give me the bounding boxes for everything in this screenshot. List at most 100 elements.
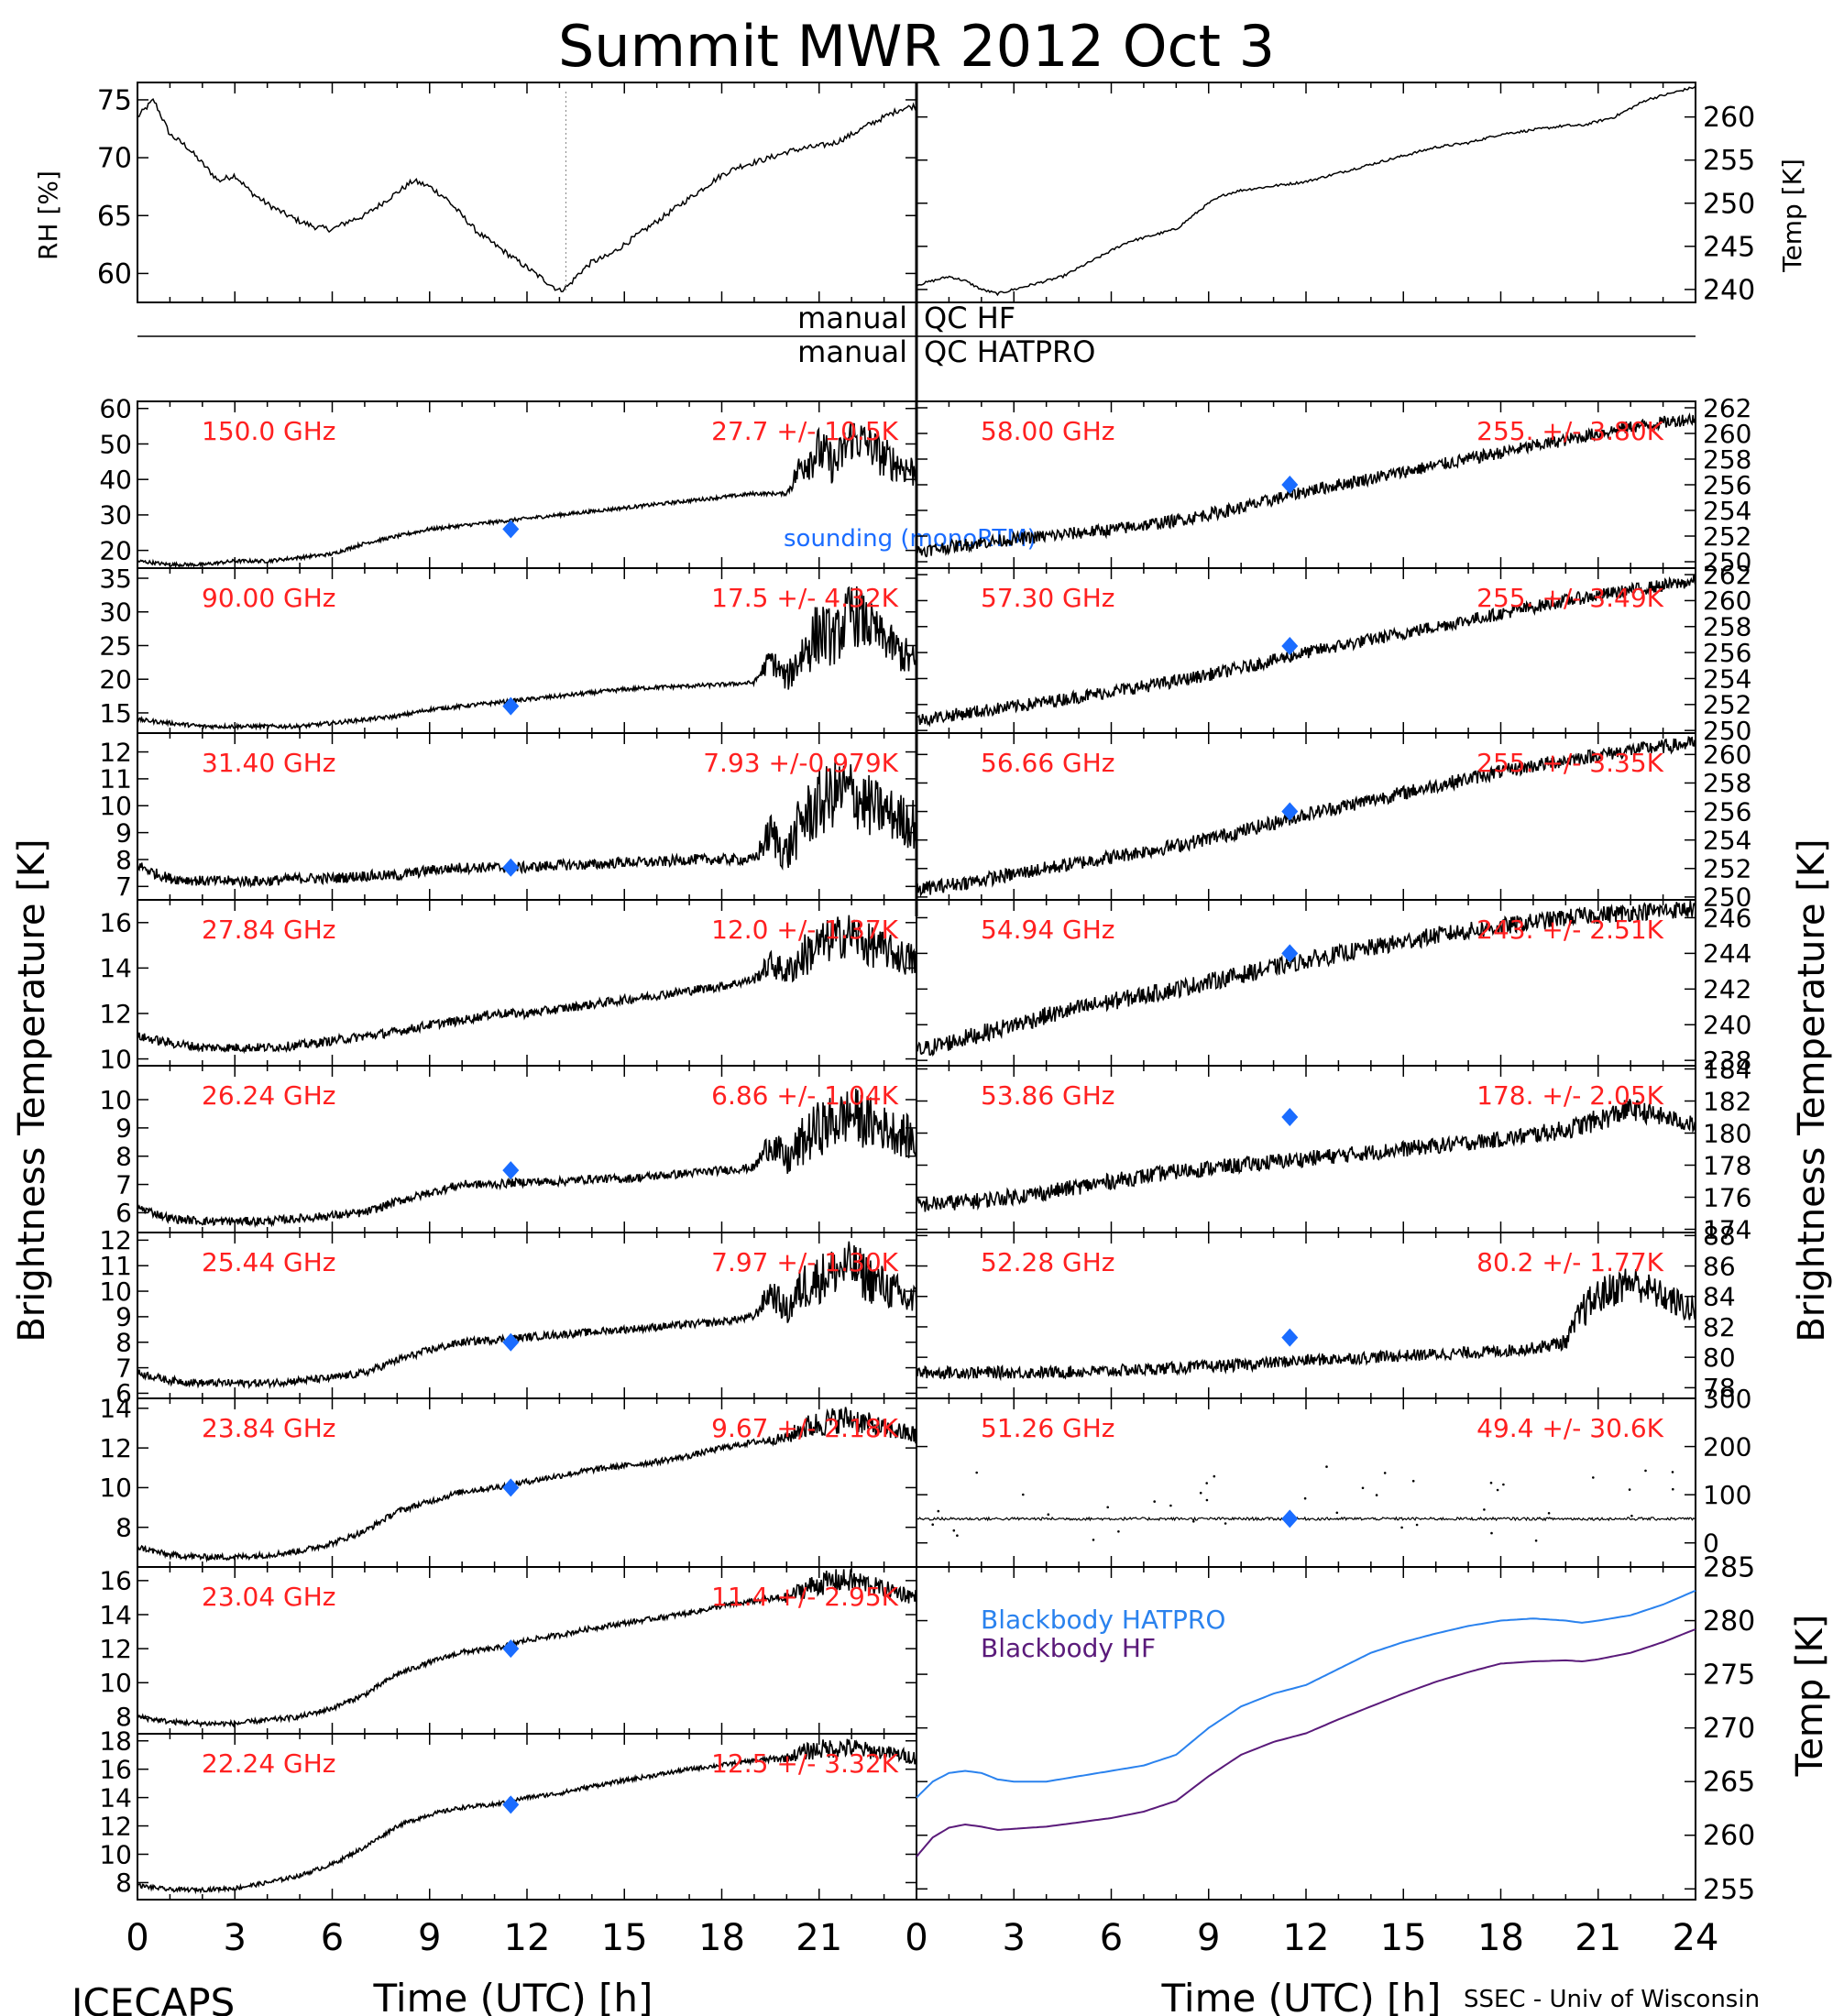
panel-54-94-ghz-ytick-label: 242	[1703, 974, 1751, 1004]
panel-53-86-ghz-ytick-label: 184	[1703, 1054, 1751, 1084]
panel-22-24-ghz-stat-label: 12.5 +/- 3.32K	[711, 1748, 898, 1779]
panel-56-66-ghz-ytick-label: 252	[1703, 854, 1751, 884]
panel-51-26-ghz-outlier	[1411, 1479, 1415, 1483]
x-tick-label-right: 21	[1575, 1917, 1621, 1959]
panel-31-40-ghz-sounding-point	[502, 858, 520, 877]
panel-57-30-ghz-ytick-label: 252	[1703, 690, 1751, 720]
panel-25-44-ghz-ytick-label: 6	[115, 1378, 132, 1408]
panel-51-26-ghz-stat-label: 49.4 +/- 30.6K	[1476, 1413, 1663, 1443]
rh-axis-label: RH [%]	[33, 170, 63, 260]
panel-150-0-ghz-ytick-label: 20	[99, 535, 132, 565]
panel-26-24-ghz-freq-label: 26.24 GHz	[202, 1080, 336, 1111]
x-tick-label-right: 6	[1100, 1917, 1123, 1959]
panel-23-84-ghz-trace	[137, 1407, 917, 1563]
panel-51-26-ghz-outlier	[1400, 1526, 1403, 1529]
panel-51-26-ghz-outlier	[1224, 1522, 1227, 1525]
panel-51-26-ghz-ytick-label: 0	[1703, 1528, 1719, 1559]
panel-22-24-ghz-freq-label: 22.24 GHz	[202, 1748, 336, 1779]
panel-52-28-ghz-trace	[916, 1268, 1696, 1382]
panel-51-26-ghz-outlier	[931, 1523, 934, 1526]
footer-left: ICECAPS	[71, 1980, 235, 2016]
panel-53-86-ghz-ytick-label: 180	[1703, 1118, 1751, 1148]
x-tick-label-left: 3	[224, 1917, 247, 1959]
panel-51-26-ghz-outlier	[1092, 1539, 1095, 1541]
panel-23-04-ghz-sounding-point	[502, 1639, 520, 1659]
rh-panel-ytick-label: 60	[97, 258, 132, 290]
panel-51-26-ghz-outlier	[1199, 1491, 1202, 1495]
panel-51-26-ghz-ytick-label: 200	[1703, 1431, 1751, 1462]
panel-31-40-ghz-freq-label: 31.40 GHz	[202, 748, 336, 778]
panel-53-86-ghz-ytick-label: 178	[1703, 1150, 1751, 1180]
panel-58-00-ghz-ytick-label: 260	[1703, 419, 1751, 449]
panel-51-26-ghz-outlier	[1547, 1512, 1551, 1515]
blackbody-panel-ytick-label: 275	[1703, 1660, 1755, 1692]
panel-90-00-ghz-ytick-label: 20	[99, 664, 132, 695]
panel-23-84-ghz-stat-label: 9.67 +/- 2.18K	[711, 1413, 898, 1443]
panel-53-86-ghz-ytick-label: 176	[1703, 1182, 1751, 1212]
panel-51-26-ghz-outlier	[1496, 1488, 1499, 1492]
panel-23-04-ghz-ytick-label: 14	[99, 1600, 132, 1630]
panel-51-26-ghz-outlier	[1489, 1481, 1493, 1485]
panel-53-86-ghz-freq-label: 53.86 GHz	[981, 1080, 1115, 1111]
panel-27-84-ghz-ytick-label: 10	[99, 1044, 132, 1074]
panel-56-66-ghz-ytick-label: 260	[1703, 740, 1751, 770]
panel-58-00-ghz-ytick-label: 254	[1703, 496, 1751, 526]
panel-150-0-ghz-ytick-label: 60	[99, 394, 132, 424]
panel-31-40-ghz-trace	[137, 759, 917, 889]
panel-25-44-ghz-stat-label: 7.97 +/- 1.30K	[711, 1247, 898, 1277]
panel-23-04-ghz-trace	[137, 1569, 917, 1729]
rh-panel-ytick-label: 75	[97, 84, 132, 116]
panel-31-40-ghz-stat-label: 7.93 +/-0.979K	[703, 748, 898, 778]
panel-90-00-ghz-ytick-label: 30	[99, 597, 132, 628]
blackbody-panel-ytick-label: 265	[1703, 1767, 1755, 1799]
page-title: Summit MWR 2012 Oct 3	[558, 13, 1275, 80]
panel-52-28-ghz-sounding-point	[1281, 1328, 1299, 1347]
panel-51-26-ghz-outlier	[1325, 1465, 1328, 1468]
qc-hf-label: QC HF	[924, 301, 1015, 335]
panel-23-04-ghz-ytick-label: 8	[115, 1702, 132, 1732]
panel-27-84-ghz-stat-label: 12.0 +/- 1.37K	[711, 915, 898, 945]
panel-52-28-ghz-ytick-label: 86	[1703, 1251, 1736, 1281]
panel-52-28-ghz-ytick-label: 84	[1703, 1282, 1736, 1312]
panel-51-26-ghz-outlier	[1644, 1469, 1647, 1473]
panel-26-24-ghz-stat-label: 6.86 +/- 1.04K	[711, 1080, 898, 1111]
panel-51-26-ghz-outlier	[1483, 1508, 1486, 1511]
panel-27-84-ghz-ytick-label: 16	[99, 908, 132, 938]
panel-57-30-ghz-ytick-label: 258	[1703, 612, 1751, 642]
panel-25-44-ghz-trace	[137, 1241, 917, 1390]
panel-57-30-ghz-trace	[916, 575, 1696, 728]
panel-51-26-ghz-outlier	[1169, 1504, 1172, 1507]
x-tick-label-left: 12	[504, 1917, 551, 1959]
panel-58-00-ghz-stat-label: 255. +/- 3.80K	[1476, 416, 1663, 446]
panel-56-66-ghz-ytick-label: 254	[1703, 825, 1751, 855]
panel-51-26-ghz-outlier	[1630, 1514, 1633, 1517]
panel-25-44-ghz-sounding-point	[502, 1332, 520, 1352]
panel-23-84-ghz-ytick-label: 8	[115, 1513, 132, 1543]
panel-51-26-ghz-sounding-point	[1281, 1509, 1299, 1528]
panel-51-26-ghz-freq-label: 51.26 GHz	[981, 1413, 1115, 1443]
bb-axis-label: Temp [K]	[1789, 1615, 1831, 1778]
panel-150-0-ghz-ytick-label: 30	[99, 500, 132, 531]
panel-51-26-ghz-outlier	[937, 1509, 940, 1513]
panel-90-00-ghz-stat-label: 17.5 +/- 4.32K	[711, 583, 898, 613]
panel-23-84-ghz-freq-label: 23.84 GHz	[202, 1413, 336, 1443]
panel-25-44-ghz-ytick-label: 12	[99, 1225, 132, 1255]
panel-23-84-ghz-ytick-label: 12	[99, 1433, 132, 1463]
panel-150-0-ghz-stat-label: 27.7 +/- 10.5K	[711, 416, 898, 446]
panel-51-26-ghz-outlier	[1117, 1530, 1120, 1533]
panel-26-24-ghz-trace	[137, 1089, 917, 1229]
bt-axis-label-right: Brightness Temperature [K]	[1791, 838, 1833, 1342]
panel-52-28-ghz-ytick-label: 78	[1703, 1373, 1736, 1403]
panel-26-24-ghz-ytick-label: 6	[115, 1198, 132, 1228]
panel-54-94-ghz-ytick-label: 238	[1703, 1046, 1751, 1076]
x-tick-label-right: 12	[1283, 1917, 1330, 1959]
panel-56-66-ghz-freq-label: 56.66 GHz	[981, 748, 1115, 778]
bt-axis-label-left: Brightness Temperature [K]	[11, 838, 53, 1342]
panel-150-0-ghz-freq-label: 150.0 GHz	[202, 416, 336, 446]
blackbody-series-hatpro	[916, 1589, 1696, 1799]
panel-53-86-ghz-trace	[916, 1099, 1696, 1212]
panel-51-26-ghz-outlier	[1672, 1487, 1674, 1491]
panel-22-24-ghz-ytick-label: 16	[99, 1754, 132, 1784]
panel-31-40-ghz-ytick-label: 12	[99, 737, 132, 767]
